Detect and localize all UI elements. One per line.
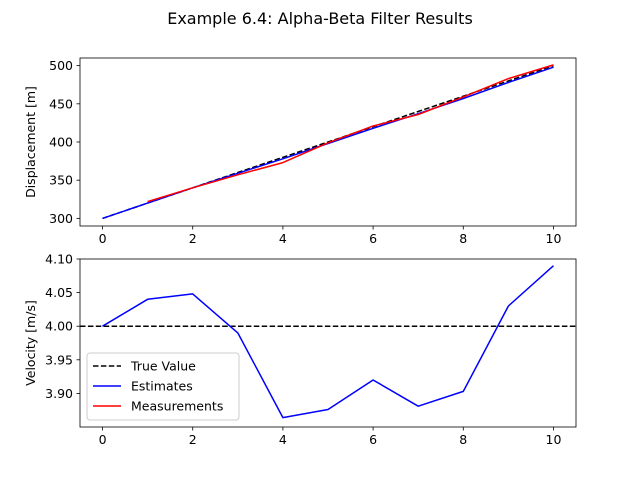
legend-label-true-value: True Value <box>130 359 196 374</box>
x-tick-label: 6 <box>369 432 377 447</box>
x-tick-label: 8 <box>459 231 467 246</box>
y-axis-label: Displacement [m] <box>23 86 38 198</box>
series-line-measurements <box>147 64 554 203</box>
legend-label-measurements: Measurements <box>131 399 223 414</box>
y-tick-label: 350 <box>49 173 73 188</box>
y-tick-label: 500 <box>49 58 73 73</box>
x-tick-label: 0 <box>99 432 107 447</box>
figure-title: Example 6.4: Alpha-Beta Filter Results <box>167 9 473 28</box>
x-tick-label: 4 <box>279 231 287 246</box>
velocity-plot: 0 2 4 6 8 10 3.90 3.95 4.00 4.05 4.10 Velocity [m/s… <box>23 252 577 447</box>
y-tick-label: 4.05 <box>45 285 73 300</box>
x-tick-label: 0 <box>99 231 107 246</box>
x-tick-label: 4 <box>279 432 287 447</box>
y-tick-label: 450 <box>49 96 73 111</box>
y-tick-label: 400 <box>49 135 73 150</box>
series-line-estimates <box>102 265 554 419</box>
x-tick-label: 2 <box>189 231 197 246</box>
displacement-plot: 0 2 4 6 8 10 300 350 400 450 500 Displacement [m] <box>23 57 577 246</box>
legend-box <box>86 352 240 421</box>
y-tick-label: 300 <box>49 211 73 226</box>
x-tick-label: 6 <box>369 231 377 246</box>
legend-label-estimates: Estimates <box>131 379 193 394</box>
x-tick-label: 8 <box>459 432 467 447</box>
y-tick-label: 3.90 <box>45 386 73 401</box>
y-tick-label: 4.10 <box>45 252 73 267</box>
axes-frame <box>79 258 577 428</box>
y-tick-label: 3.95 <box>45 352 73 367</box>
y-tick-label: 4.00 <box>45 319 73 334</box>
y-axis-label: Velocity [m/s] <box>23 300 38 386</box>
x-tick-label: 10 <box>546 432 562 447</box>
x-tick-label: 10 <box>546 231 562 246</box>
x-tick-label: 2 <box>189 432 197 447</box>
